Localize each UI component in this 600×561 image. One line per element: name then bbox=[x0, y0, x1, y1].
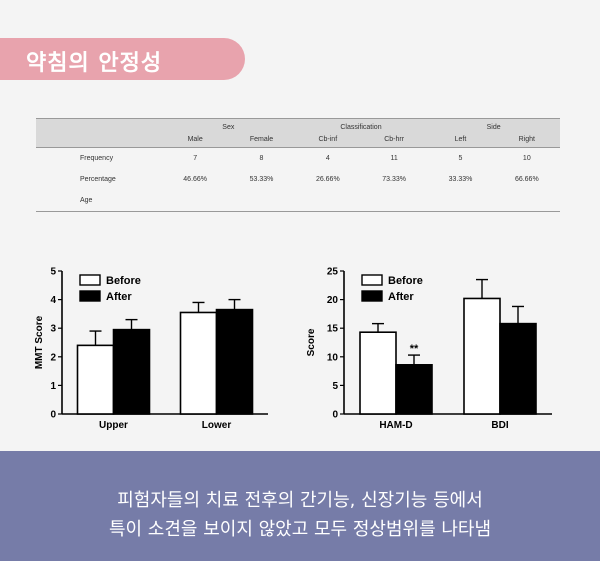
x-tick-label: BDI bbox=[491, 420, 508, 431]
significance-marker: ** bbox=[410, 343, 419, 355]
row-label: Frequency bbox=[80, 155, 114, 162]
table-cell: 8 bbox=[259, 155, 264, 162]
bar-before-ham-d bbox=[359, 331, 397, 415]
x-tick-label: Lower bbox=[202, 420, 232, 431]
row-label: Age bbox=[36, 190, 162, 212]
legend-swatch-after bbox=[79, 290, 101, 302]
y-tick-label: 0 bbox=[50, 410, 56, 421]
table-cell: 10 bbox=[522, 155, 531, 162]
table-cell: 4 bbox=[325, 155, 330, 162]
table-row: Frequency 7 8 4 11 5 10 bbox=[36, 148, 560, 170]
column-header: Cb-hrr bbox=[360, 133, 428, 148]
x-tick-label: Upper bbox=[99, 420, 128, 431]
y-tick-label: 5 bbox=[332, 381, 338, 392]
y-axis-label: MMT Score bbox=[34, 315, 45, 369]
column-header: Right bbox=[493, 133, 560, 148]
ham-d-bdi-chart: 0 5 10 15 20 25 Score ** HAM-D BDI Before After bbox=[306, 267, 552, 431]
table-cell: 11 bbox=[390, 155, 398, 162]
column-header: Female bbox=[228, 133, 295, 148]
summary-line-2: 특이 소견을 보이지 않았고 모두 정상범위를 나타냄 bbox=[108, 519, 492, 540]
bar-after-upper bbox=[112, 328, 151, 415]
table-cell: 5 bbox=[458, 155, 463, 162]
mmt-score-chart: 0 1 2 3 4 5 MMT Score Upper Lower Before After bbox=[34, 267, 268, 431]
table-cell bbox=[360, 190, 428, 212]
y-tick-label: 4 bbox=[50, 295, 56, 306]
table-cell: 7 bbox=[193, 155, 198, 162]
bar-before-bdi bbox=[463, 297, 501, 415]
y-axis-label: Score bbox=[306, 328, 317, 356]
y-tick-label: 15 bbox=[327, 324, 339, 335]
y-tick-label: 20 bbox=[327, 295, 339, 306]
table-cell: 73.33% bbox=[382, 176, 407, 183]
bar-before-upper bbox=[76, 344, 115, 415]
table-cell: 46.66% bbox=[183, 176, 208, 183]
table-cell bbox=[228, 190, 295, 212]
table-cell bbox=[427, 190, 494, 212]
legend-label-before: Before bbox=[388, 275, 423, 287]
table-corner bbox=[36, 118, 162, 133]
summary-footer: 피험자들의 치료 전후의 간기능, 신장기능 등에서 특이 소견을 보이지 않았… bbox=[0, 451, 600, 561]
group-header: Sex bbox=[162, 118, 295, 133]
group-header: Side bbox=[427, 118, 560, 133]
group-header: Classification bbox=[294, 118, 428, 133]
table-cell: 26.66% bbox=[315, 176, 340, 183]
table: Sex Classification Side Male Female Cb-i… bbox=[36, 118, 560, 212]
table-row: Age bbox=[36, 190, 560, 212]
table-group-header: Sex Classification Side bbox=[36, 118, 560, 133]
table-cell bbox=[162, 190, 229, 212]
column-header: Left bbox=[427, 133, 494, 148]
legend-swatch-before bbox=[79, 274, 101, 286]
y-tick-label: 5 bbox=[50, 267, 56, 278]
demographics-table: Sex Classification Side Male Female Cb-i… bbox=[36, 118, 560, 212]
table-cell bbox=[493, 190, 560, 212]
table-cell bbox=[294, 190, 361, 212]
y-tick-label: 0 bbox=[332, 410, 338, 421]
table-cell: 53.33% bbox=[249, 176, 274, 183]
legend-swatch-after bbox=[361, 290, 383, 302]
legend-label-after: After bbox=[106, 291, 132, 303]
legend-label-before: Before bbox=[106, 275, 141, 287]
legend-swatch-before bbox=[361, 274, 383, 286]
y-tick-label: 3 bbox=[50, 324, 56, 335]
table-row: Percentage 46.66% 53.33% 26.66% 73.33% 3… bbox=[36, 169, 560, 190]
table-cell: 66.66% bbox=[514, 176, 539, 183]
table-sub-header: Male Female Cb-inf Cb-hrr Left Right bbox=[36, 133, 560, 148]
banner-title: 약침의 안정성 bbox=[26, 51, 163, 76]
y-tick-label: 10 bbox=[327, 352, 339, 363]
bar-before-lower bbox=[179, 311, 218, 415]
bar-after-lower bbox=[215, 308, 254, 415]
bar-after-ham-d bbox=[395, 364, 433, 415]
title-banner: 약침의 안정성 bbox=[0, 38, 245, 80]
y-tick-label: 2 bbox=[50, 352, 56, 363]
column-header: Cb-inf bbox=[294, 133, 361, 148]
y-tick-label: 1 bbox=[50, 381, 56, 392]
table-cell: 33.33% bbox=[448, 176, 473, 183]
table-corner bbox=[36, 133, 162, 148]
x-tick-label: HAM-D bbox=[379, 420, 412, 431]
summary-line-1: 피험자들의 치료 전후의 간기능, 신장기능 등에서 bbox=[117, 490, 483, 511]
column-header: Male bbox=[162, 133, 229, 148]
legend-label-after: After bbox=[388, 291, 414, 303]
row-label: Percentage bbox=[80, 176, 116, 183]
y-tick-label: 25 bbox=[327, 267, 339, 278]
bar-after-bdi bbox=[499, 322, 537, 415]
